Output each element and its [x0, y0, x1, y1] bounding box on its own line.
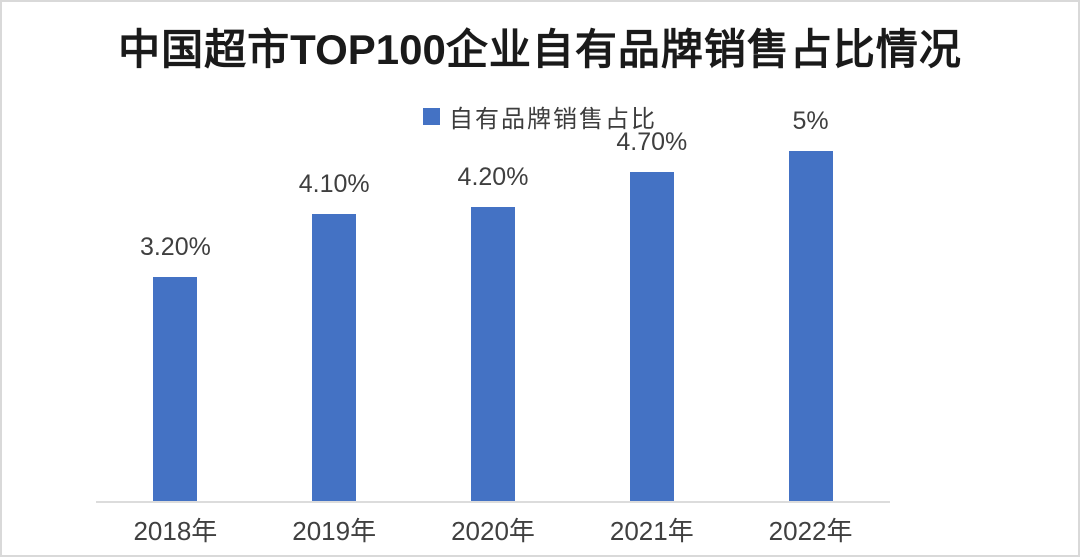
chart-title-suffix: 企业自有品牌销售占比情况 — [445, 28, 962, 74]
bar-value-label: 3.20% — [139, 233, 211, 261]
chart-title-emphasis: TOP100 — [290, 26, 446, 73]
plot-area: 3.20% 2018年 4.10% 2019年 4.20% 2020年 4.70% 2021年… — [96, 107, 890, 546]
x-axis-label: 2019年 — [292, 516, 377, 546]
bar-column: 4.70% 2021年 — [572, 128, 731, 546]
x-axis-label: 2021年 — [609, 516, 694, 546]
x-axis-label: 2022年 — [768, 516, 853, 546]
bar[interactable] — [153, 277, 198, 501]
bar-column: 4.20% 2020年 — [414, 141, 573, 546]
bar-column: 3.20% 2018年 — [96, 141, 255, 546]
x-axis-label: 2018年 — [133, 516, 218, 546]
bar-value-label: 4.10% — [298, 170, 370, 198]
bar[interactable] — [470, 207, 515, 501]
bar[interactable] — [312, 214, 357, 501]
bar-column: 5% 2022年 — [731, 107, 890, 546]
legend-swatch-icon — [423, 108, 440, 125]
x-axis-line — [96, 501, 890, 503]
bar-value-label: 5% — [792, 107, 829, 135]
chart-title-prefix: 中国超市 — [118, 28, 291, 74]
bar[interactable] — [629, 172, 674, 501]
chart-title: 中国超市TOP100企业自有品牌销售占比情况 — [2, 16, 1078, 77]
bar-column: 4.10% 2019年 — [255, 141, 414, 546]
legend-label: 自有品牌销售占比 — [449, 107, 657, 133]
x-axis-label: 2020年 — [451, 516, 535, 546]
bar-value-label: 4.20% — [457, 163, 529, 191]
bar[interactable] — [788, 151, 833, 501]
legend[interactable]: 自有品牌销售占比 — [2, 99, 1078, 134]
bar-value-label: 4.70% — [616, 128, 688, 156]
